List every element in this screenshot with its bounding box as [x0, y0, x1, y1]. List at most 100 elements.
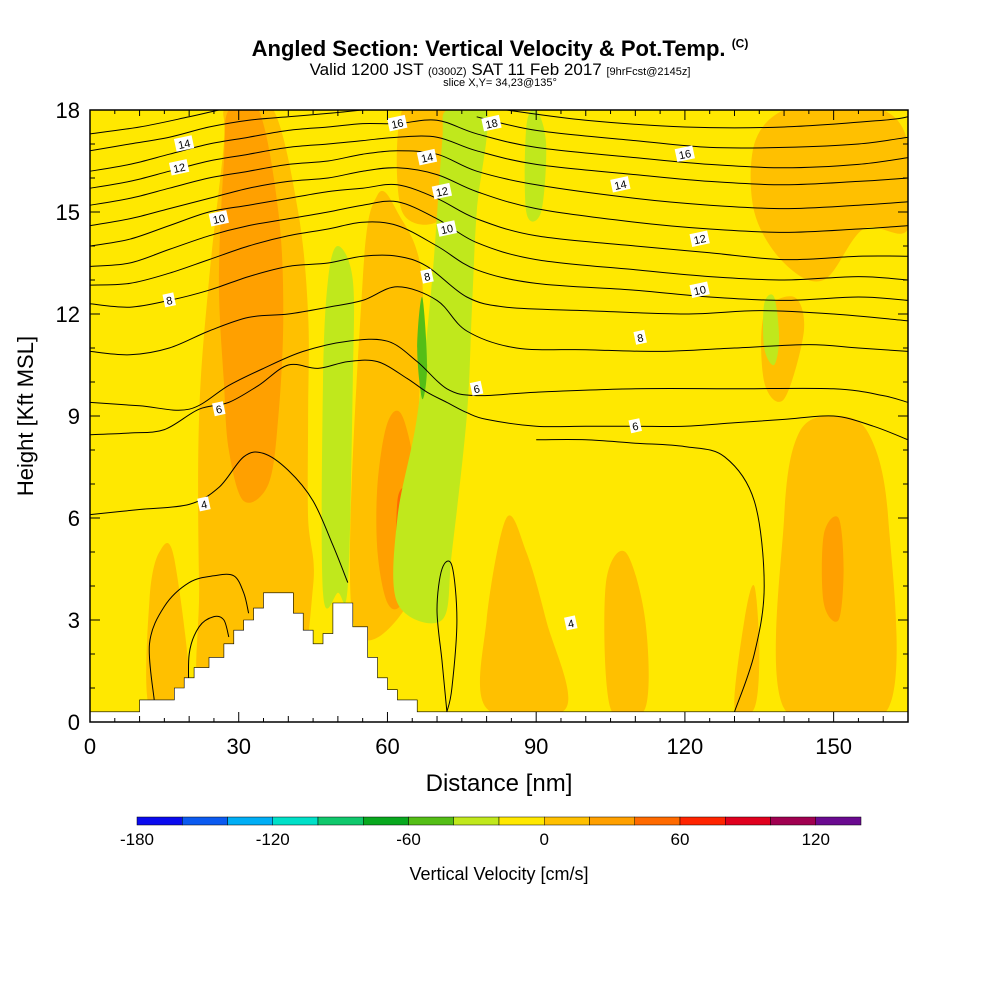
theta-contour-line	[506, 110, 908, 129]
contour-label: 8	[165, 295, 173, 308]
y-tick-label: 12	[56, 302, 80, 327]
colorbar-swatch	[725, 816, 771, 826]
x-axis: 0 30 60 90 120 150	[84, 110, 909, 759]
contour-label: 14	[613, 179, 627, 193]
colorbar-swatch	[679, 816, 726, 826]
theta-contour-line	[436, 560, 458, 712]
velocity-region	[763, 294, 780, 366]
colorbar-tick-label: 120	[802, 830, 830, 849]
theta-contour-line	[148, 573, 250, 702]
contour-label: 14	[420, 151, 434, 165]
colorbar-tick-label: -60	[396, 830, 421, 849]
contour-label: 10	[212, 213, 226, 227]
x-tick-label: 0	[84, 734, 96, 759]
contour-label: 8	[636, 332, 644, 345]
velocity-region	[321, 246, 355, 609]
colorbar-swatch	[408, 816, 454, 826]
velocity-region	[821, 516, 844, 622]
velocity-region	[146, 543, 190, 722]
x-tick-label: 60	[375, 734, 399, 759]
contour-label: 6	[473, 383, 481, 396]
forecast-info: [9hrFcst@2145z]	[606, 66, 691, 78]
colorbar-swatch	[136, 816, 183, 826]
contour-label-bg	[628, 418, 642, 434]
colorbar: -180 -120 -60 0 60 120	[120, 816, 862, 849]
theta-contour-line	[90, 451, 349, 583]
colorbar-label: Vertical Velocity [cm/s]	[409, 864, 588, 884]
colorbar-tick-label: -180	[120, 830, 154, 849]
theta-contour-line	[90, 110, 363, 152]
contour-label: 8	[423, 271, 431, 284]
valid-time: Valid 1200 JST	[309, 60, 424, 79]
colorbar-swatch	[453, 816, 500, 826]
theta-contour-line	[90, 359, 908, 441]
theta-contour-line	[90, 183, 908, 261]
colorbar-swatch	[498, 816, 545, 826]
y-tick-label: 3	[68, 608, 80, 633]
y-tick-label: 9	[68, 404, 80, 429]
colorbar-swatch	[182, 816, 228, 826]
contour-label-bg	[208, 210, 229, 227]
contour-label: 12	[693, 233, 707, 247]
terrain-profile	[90, 592, 908, 722]
contour-label: 14	[177, 138, 191, 152]
chart-title: Angled Section: Vertical Velocity & Pot.…	[0, 36, 1000, 62]
contour-label-bg	[173, 135, 195, 152]
theta-contour-line	[90, 200, 908, 281]
theta-contour-line	[90, 221, 908, 301]
colorbar-tick-label: 60	[671, 830, 690, 849]
velocity-region	[734, 584, 760, 718]
colorbar-swatch	[317, 816, 364, 826]
chart-subtitle: Valid 1200 JST (0300Z) SAT 11 Feb 2017 […	[0, 60, 1000, 80]
theta-contour-line	[90, 135, 908, 189]
valid-zulu: (0300Z)	[428, 66, 467, 78]
contour-label-bg	[420, 268, 434, 284]
contour-label: 4	[567, 618, 575, 631]
x-axis-label: Distance [nm]	[426, 770, 573, 797]
theta-contour-line	[187, 615, 230, 702]
valid-date: SAT 11 Feb 2017	[471, 60, 602, 79]
contour-label: 4	[200, 499, 208, 512]
contour-label-bg	[212, 401, 226, 417]
contour-label: 10	[693, 284, 707, 298]
theta-contour-line	[90, 254, 908, 322]
contour-label-bg	[674, 145, 695, 162]
theta-contour-line	[90, 150, 908, 210]
velocity-region	[524, 110, 547, 222]
y-tick-label: 15	[56, 200, 80, 225]
colorbar-swatch	[634, 816, 681, 826]
contour-label-bg	[610, 176, 631, 193]
y-tick-label: 0	[68, 710, 80, 735]
chart-title-mark: (C)	[731, 36, 749, 51]
contour-labels: 14 12 10 8 6 4 16 18 14 12 10 8 6 16 14 12 10 8 6 4	[162, 114, 710, 631]
theta-contour-line	[90, 110, 220, 135]
contour-label: 12	[172, 162, 186, 176]
colorbar-swatch	[227, 816, 273, 826]
contour-label-bg	[416, 148, 438, 166]
x-tick-label: 120	[667, 734, 704, 759]
terrain-mask	[90, 592, 908, 722]
velocity-region	[218, 110, 284, 503]
contour-label-bg	[436, 220, 457, 237]
contour-label: 6	[215, 404, 223, 417]
x-tick-label: 30	[226, 734, 250, 759]
x-tick-label: 150	[815, 734, 852, 759]
y-axis: 0 3 6 9 12 15 18	[56, 98, 908, 735]
contour-label: 18	[485, 117, 499, 131]
contour-label-bg	[689, 230, 710, 247]
velocity-region	[393, 110, 488, 624]
theta-contour-line	[90, 286, 908, 356]
contour-label-bg	[564, 615, 578, 631]
contour-label-bg	[197, 496, 211, 512]
colorbar-swatch	[272, 816, 319, 826]
colorbar-swatch	[589, 816, 635, 826]
theta-contour-line	[90, 338, 908, 411]
contour-label-bg	[689, 281, 710, 298]
y-axis-label: Height [Kft MSL]	[13, 336, 38, 496]
contour-label-bg	[387, 114, 408, 132]
velocity-region	[479, 515, 569, 720]
contour-label-bg	[162, 292, 176, 308]
contour-label-bg	[481, 114, 502, 132]
colorbar-swatch	[544, 816, 590, 826]
